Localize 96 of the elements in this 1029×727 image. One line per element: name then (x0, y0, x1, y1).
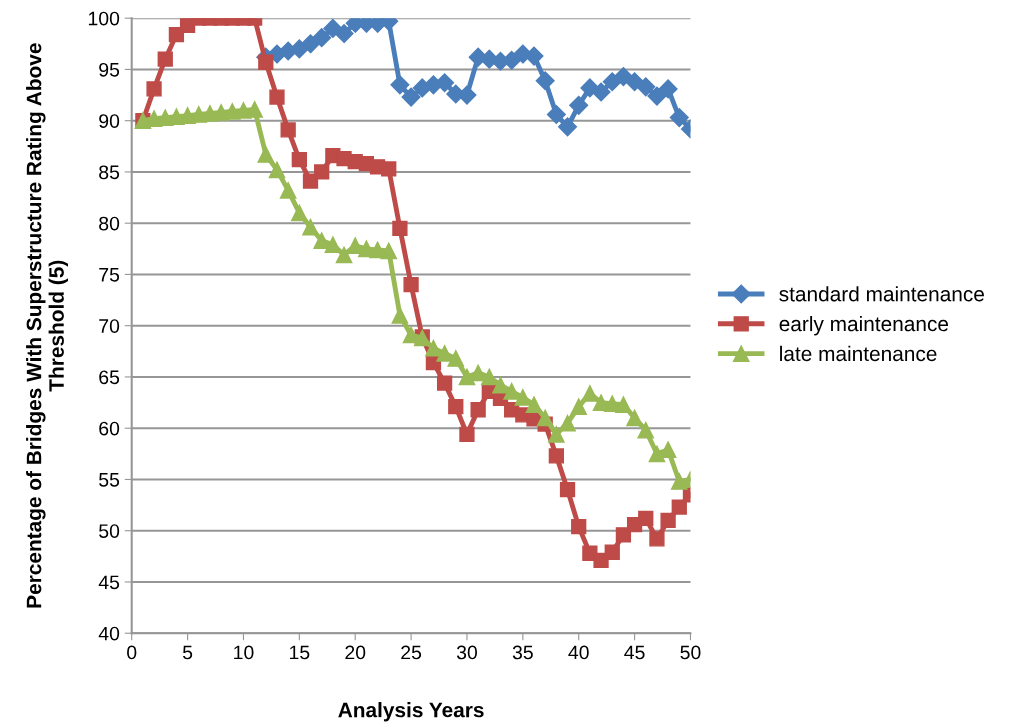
point (604, 544, 620, 560)
point (591, 82, 611, 102)
point (401, 87, 421, 107)
point (649, 531, 665, 547)
y-tick-label: 45 (98, 575, 120, 590)
point (615, 396, 632, 413)
point (581, 385, 599, 402)
point (403, 277, 419, 293)
point (381, 161, 397, 177)
legend-label: late maintenance (780, 345, 937, 362)
point (647, 86, 667, 106)
point (548, 426, 565, 443)
legend-label: early maintenance (779, 315, 949, 336)
point (503, 382, 520, 400)
y-tick-label: 90 (99, 114, 120, 128)
point (269, 89, 285, 105)
x-tick-label: 50 (680, 645, 701, 660)
y-tick-label: 60 (99, 421, 120, 436)
point (146, 81, 162, 97)
point (671, 499, 687, 515)
y-tick-label: 75 (99, 268, 120, 282)
point (391, 307, 409, 324)
point (659, 441, 677, 459)
x-tick-label: 15 (290, 645, 310, 660)
y-tick-label: 100 (88, 11, 120, 26)
y-tick-label: 65 (99, 370, 120, 385)
point (638, 510, 654, 527)
point (524, 46, 544, 66)
point (660, 512, 676, 529)
y-tick-label: 40 (98, 626, 120, 641)
point (571, 518, 587, 535)
point (425, 339, 442, 357)
point (670, 473, 688, 490)
legend-label: standard maintenance (779, 286, 984, 302)
point (312, 28, 332, 48)
point (669, 108, 689, 128)
point (525, 396, 543, 413)
point (314, 164, 330, 180)
point (459, 426, 475, 442)
point (458, 368, 476, 386)
point (658, 79, 678, 99)
point (558, 117, 578, 137)
y-tick-label: 80 (99, 216, 120, 231)
point (300, 34, 321, 54)
x-tick-label: 25 (401, 645, 422, 660)
point (448, 399, 464, 415)
x-tick-label: 30 (456, 645, 478, 660)
point (257, 146, 275, 163)
y-tick-label: 95 (99, 62, 120, 77)
y-tick-label: 50 (99, 524, 120, 538)
point (335, 246, 353, 264)
point (291, 204, 308, 222)
x-tick-label: 40 (568, 645, 589, 660)
point (536, 409, 554, 427)
y-tick-label: 55 (99, 473, 120, 487)
point (380, 242, 398, 260)
point (436, 375, 453, 391)
point (447, 350, 465, 367)
point (258, 54, 274, 70)
point (457, 85, 477, 105)
x-tick-label: 35 (512, 645, 533, 660)
x-tick-label: 45 (624, 645, 645, 660)
point (559, 414, 576, 432)
x-tick-label: 5 (182, 645, 193, 660)
point (291, 151, 307, 168)
y-axis-title: Percentage of Bridges With Superstructure Rating Above Threshold (5) (26, 43, 69, 608)
x-tick-label: 10 (234, 645, 254, 660)
point (279, 182, 297, 199)
point (546, 104, 566, 125)
point (480, 368, 498, 386)
point (648, 445, 666, 463)
point (390, 75, 410, 95)
point (548, 448, 564, 464)
point (334, 24, 354, 44)
point (436, 345, 453, 362)
point (636, 77, 656, 97)
point (535, 71, 555, 91)
x-tick-label: 20 (345, 645, 366, 660)
point (637, 421, 655, 439)
point (570, 398, 588, 416)
y-tick-label: 70 (99, 319, 120, 333)
point (626, 409, 643, 427)
point (559, 482, 576, 498)
point (435, 73, 455, 93)
point (268, 161, 286, 179)
y-tick-label: 85 (99, 165, 120, 180)
point (280, 122, 296, 138)
point (157, 51, 173, 67)
point (302, 218, 319, 236)
point (392, 220, 408, 236)
x-tick-label: 0 (127, 645, 137, 660)
point (470, 402, 486, 418)
point (569, 95, 589, 115)
x-axis-title: Analysis Years (338, 702, 484, 722)
point (514, 389, 532, 406)
point (492, 376, 509, 394)
